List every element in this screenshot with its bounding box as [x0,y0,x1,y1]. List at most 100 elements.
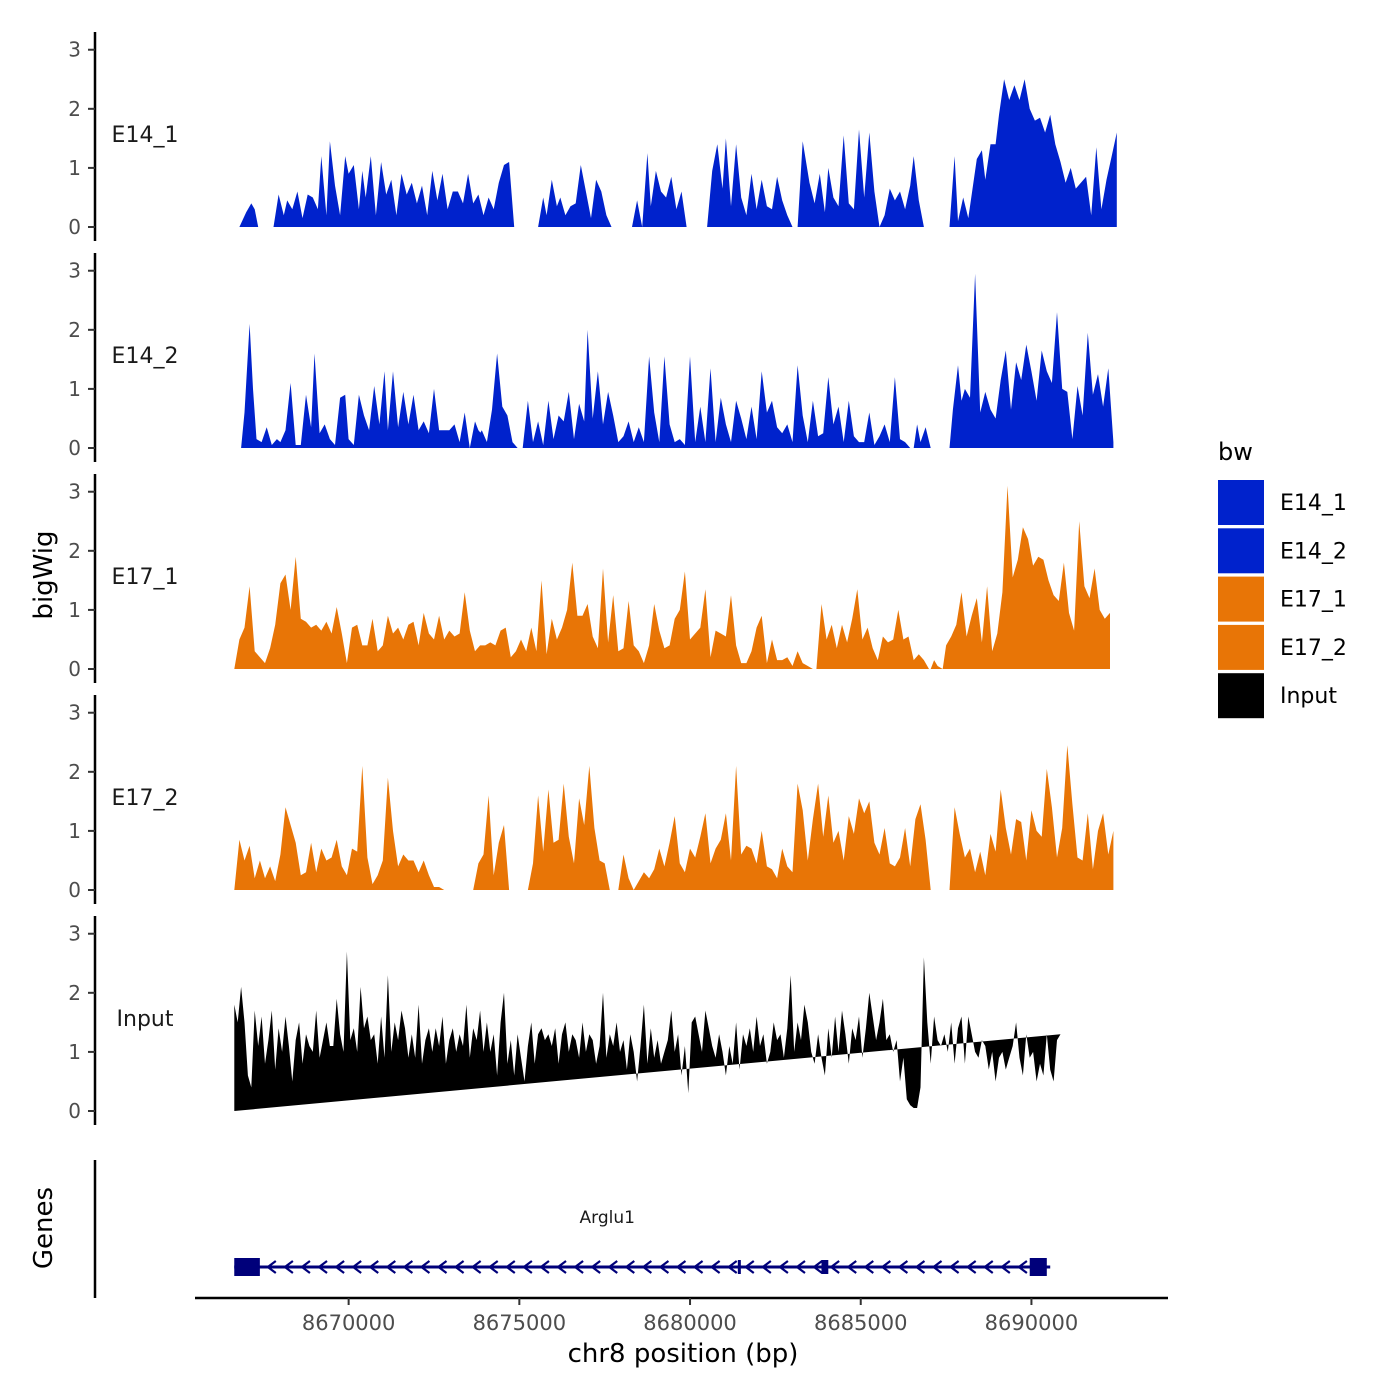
x-tick-label: 8685000 [814,1311,908,1335]
legend-title: bw [1218,438,1253,466]
gene-exon [821,1260,829,1274]
strand-arrow [590,1260,601,1274]
strand-arrow [334,1260,345,1274]
strand-arrow [709,1260,721,1274]
y-tick-label: 1 [68,598,81,622]
legend-label-E17_2: E17_2 [1280,636,1347,661]
track-E14_1: 0 1 2 3 [68,32,1117,241]
strand-arrow [368,1260,379,1274]
track-labels: E14_1 E14_2 E17_1 E17_2 Input [112,123,179,1032]
strand-arrow [846,1260,857,1274]
strand-arrow [931,1260,943,1274]
legend-label-E17_1: E17_1 [1280,588,1347,613]
strand-arrow [504,1260,516,1274]
y-tick-label: 3 [68,701,81,725]
legend-swatch-E17_1 [1218,576,1264,622]
strand-arrow [778,1260,789,1274]
y-tick-label: 1 [68,819,81,843]
strand-arrow [402,1260,414,1274]
track-Input: 0 1 2 3 [68,916,1061,1125]
signal-area-E14_1 [538,165,612,227]
strand-arrow [300,1260,311,1274]
strand-arrow [743,1260,755,1274]
track-label-Input: Input [117,1007,174,1032]
strand-arrow [829,1260,840,1274]
track-E17_1: 0 1 2 3 [68,474,1110,683]
y-tick-label: 1 [68,377,81,401]
y-tick-label: 2 [68,981,81,1005]
signal-area-E14_2 [241,323,470,448]
strand-arrow [726,1260,738,1274]
strand-arrow [385,1260,396,1274]
y-tick-label: 0 [68,436,81,460]
strand-arrow [556,1260,567,1274]
signal-area-E14_2 [949,273,1114,448]
legend-swatch-E17_2 [1218,624,1264,670]
strand-arrow [795,1260,806,1274]
strand-arrow [453,1260,465,1274]
track-E17_2: 0 1 2 3 [68,695,1114,904]
strand-arrow [761,1260,772,1274]
signal-area-E14_1 [879,156,924,227]
strand-arrow [863,1260,874,1274]
legend-label-E14_2: E14_2 [1280,539,1347,564]
strand-arrow [539,1260,550,1274]
strand-arrow [607,1260,618,1274]
strand-arrow [573,1260,584,1274]
track-label-E14_2: E14_2 [112,344,179,369]
strand-arrow [982,1260,994,1274]
strand-arrow [419,1260,431,1274]
strand-arrow [624,1260,635,1274]
signal-area-E14_1 [949,79,1117,227]
signal-area-Input [234,951,1061,1111]
y-tick-label: 3 [68,922,81,946]
track-label-E14_1: E14_1 [112,123,179,148]
strand-arrow [522,1260,533,1274]
signal-area-E17_2 [949,745,1114,890]
signal-area-E14_1 [273,141,515,227]
signal-area-E17_2 [234,765,465,890]
signal-area-E14_1 [632,153,687,227]
y-tick-label: 0 [68,657,81,681]
strand-arrow [351,1260,362,1274]
strand-arrow [948,1260,960,1274]
gene-exon [1029,1258,1047,1276]
strand-arrow [641,1260,653,1274]
strand-arrow [812,1260,823,1274]
strand-arrow [658,1260,670,1274]
signal-tracks: 0 1 2 3 0 1 2 3 0 1 2 3 0 1 2 3 0 1 2 3 [68,32,1117,1125]
y-tick-label: 2 [68,760,81,784]
y-tick-label: 1 [68,156,81,180]
strand-arrow [675,1260,687,1274]
legend-label-E14_1: E14_1 [1280,491,1347,516]
y-axis-title: bigWig [29,530,59,619]
strand-arrow [283,1260,294,1274]
track-label-E17_2: E17_2 [112,786,179,811]
signal-area-E17_1 [930,485,1110,669]
strand-arrow [487,1260,499,1274]
gene-name-label: Arglu1 [580,1208,635,1228]
gene-exon [737,1260,741,1274]
signal-area-E17_2 [618,765,931,890]
x-tick-label: 8690000 [985,1311,1079,1335]
signal-area-E14_2 [471,329,911,448]
strand-arrow [914,1260,926,1274]
x-tick-label: 8675000 [473,1311,567,1335]
legend-swatch-E14_1 [1218,480,1264,525]
y-tick-label: 3 [68,480,81,504]
signal-area-E14_1 [239,203,259,227]
track-label-E17_1: E17_1 [112,565,179,590]
signal-area-E17_2 [527,765,610,890]
strand-arrow [880,1260,892,1274]
strand-arrow [897,1260,909,1274]
x-axis: 8670000 8675000 8680000 8685000 8690000 [195,1296,1168,1335]
y-tick-label: 0 [68,878,81,902]
strand-arrow [436,1260,448,1274]
strand-arrow [965,1260,977,1274]
legend-label-Input: Input [1280,684,1337,709]
y-tick-label: 2 [68,97,81,121]
signal-area-E14_1 [707,138,793,227]
legend-swatch-E14_2 [1218,528,1264,574]
x-axis-title: chr8 position (bp) [568,1339,799,1369]
